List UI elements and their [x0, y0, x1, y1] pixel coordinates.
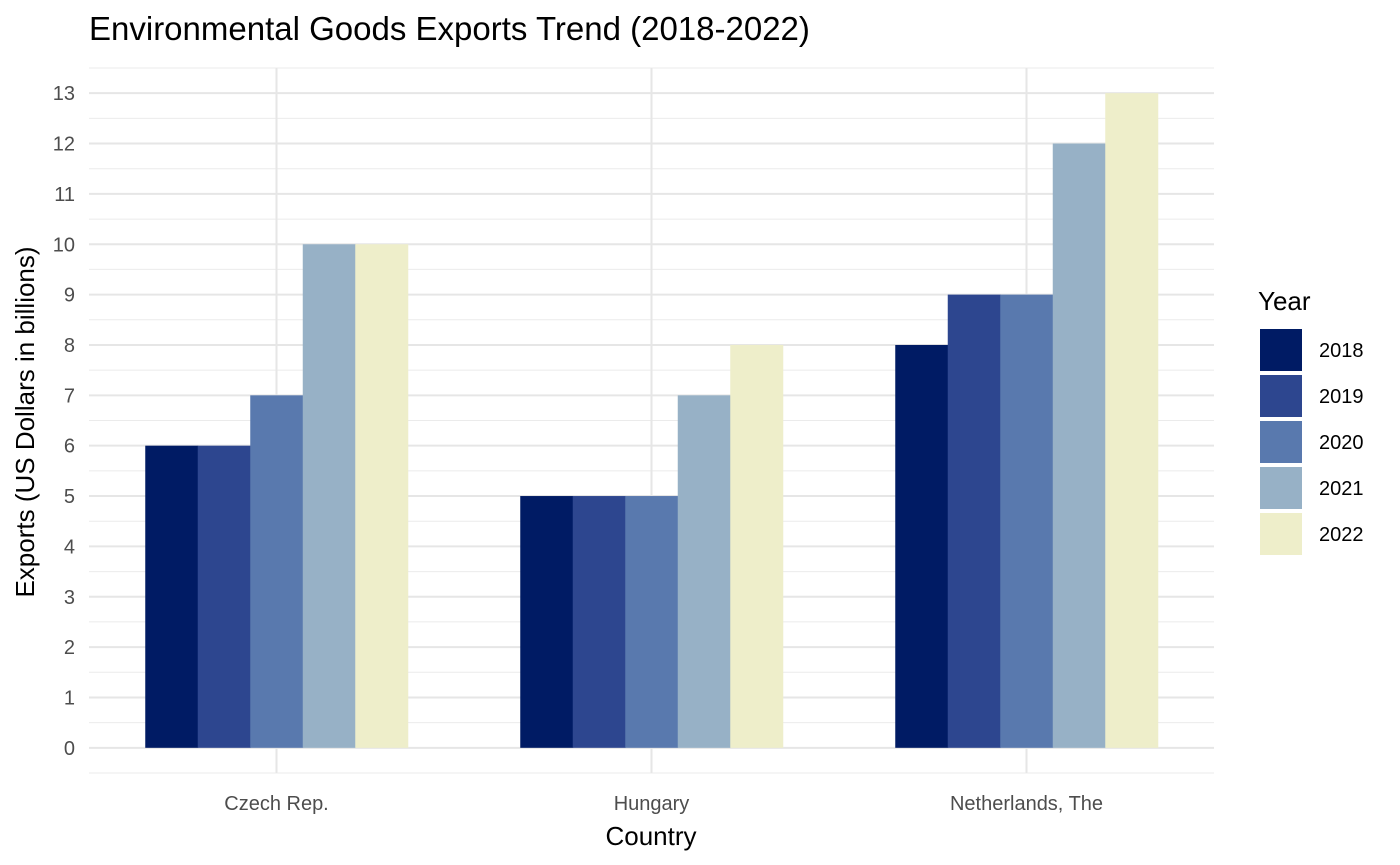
- bar-netherlands-the-2022: [1105, 93, 1159, 748]
- bar-netherlands-the-2020: [1000, 294, 1054, 748]
- bars-layer: [145, 93, 1159, 748]
- y-tick-label: 11: [54, 184, 75, 206]
- legend-label-2022: 2022: [1319, 524, 1364, 546]
- bar-hungary-2018: [520, 496, 574, 748]
- bar-czech-rep-2020: [250, 395, 304, 748]
- y-tick-label: 4: [64, 536, 75, 558]
- x-tick-label: Czech Rep.: [224, 793, 329, 815]
- y-tick-label: 5: [64, 486, 75, 508]
- legend-key-2022: [1260, 513, 1302, 555]
- bar-czech-rep-2018: [145, 445, 199, 748]
- y-tick-label: 2: [64, 637, 75, 659]
- y-tick-label: 12: [53, 134, 75, 156]
- x-tick-label: Hungary: [614, 793, 690, 815]
- y-tick-label: 6: [64, 436, 75, 458]
- y-tick-label: 13: [53, 83, 75, 105]
- bar-netherlands-the-2021: [1052, 143, 1106, 748]
- legend-key-2021: [1260, 467, 1302, 509]
- bar-netherlands-the-2018: [895, 344, 949, 748]
- legend-key-2018: [1260, 329, 1302, 371]
- x-tick-label: Netherlands, The: [950, 793, 1103, 815]
- bar-hungary-2020: [625, 496, 679, 748]
- bar-czech-rep-2019: [197, 445, 251, 748]
- legend-label-2018: 2018: [1319, 340, 1364, 362]
- y-tick-label: 3: [64, 587, 75, 609]
- y-tick-label: 7: [64, 385, 75, 407]
- y-tick-label: 0: [64, 738, 75, 760]
- bar-hungary-2021: [677, 395, 731, 748]
- legend-label-2021: 2021: [1319, 478, 1364, 500]
- chart-title: Environmental Goods Exports Trend (2018-…: [89, 10, 810, 47]
- y-axis-title: Exports (US Dollars in billions): [10, 246, 40, 597]
- bar-hungary-2022: [730, 344, 784, 748]
- legend-label-2019: 2019: [1319, 386, 1364, 408]
- bar-czech-rep-2021: [302, 244, 356, 748]
- y-tick-label: 9: [64, 285, 75, 307]
- y-tick-label: 1: [64, 687, 75, 709]
- bar-czech-rep-2022: [355, 244, 409, 748]
- bar-netherlands-the-2019: [947, 294, 1001, 748]
- y-tick-label: 10: [53, 234, 75, 256]
- legend-label-2020: 2020: [1319, 432, 1364, 454]
- legend-key-2020: [1260, 421, 1302, 463]
- legend-title: Year: [1258, 286, 1311, 316]
- y-tick-label: 8: [64, 335, 75, 357]
- x-axis-title: Country: [605, 821, 696, 851]
- bar-hungary-2019: [572, 496, 626, 748]
- legend-key-2019: [1260, 375, 1302, 417]
- legend: Year 2018 2019 2020 2021 2022: [1258, 286, 1364, 555]
